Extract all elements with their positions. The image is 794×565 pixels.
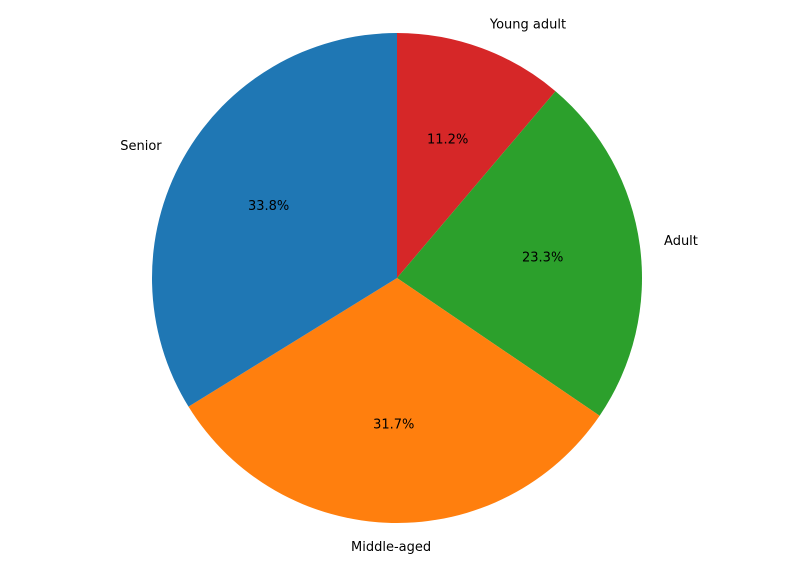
slice-label-young-adult: Young adult — [489, 18, 566, 33]
slice-percent-senior: 33.8% — [248, 199, 289, 214]
pie-slice-adult — [397, 91, 643, 416]
slice-label-middle-aged: Middle-aged — [351, 540, 431, 555]
pie-slice-middle-aged — [188, 278, 600, 523]
pie-labels: Young adult 11.2% Adult 23.3% Middle-aged 31.… — [120, 18, 698, 555]
slice-percent-adult: 23.3% — [522, 251, 563, 266]
slice-percent-young-adult: 11.2% — [427, 133, 468, 148]
pie-slice-senior — [151, 33, 397, 407]
pie-slices — [151, 33, 643, 523]
pie-slice-young-adult — [397, 33, 556, 278]
slice-label-senior: Senior — [120, 139, 162, 154]
slice-label-adult: Adult — [664, 234, 698, 249]
slice-percent-middle-aged: 31.7% — [373, 417, 414, 432]
